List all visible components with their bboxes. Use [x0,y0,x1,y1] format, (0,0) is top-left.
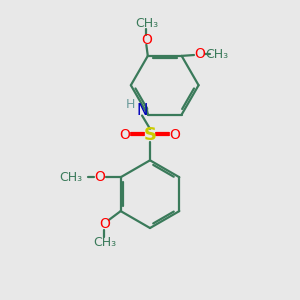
Text: O: O [141,33,152,47]
Text: N: N [137,103,148,118]
Text: H: H [126,98,135,111]
Text: S: S [143,126,157,144]
Text: O: O [94,170,106,184]
Text: CH₃: CH₃ [59,171,83,184]
Text: CH₃: CH₃ [205,48,228,61]
Text: O: O [99,217,110,231]
Text: O: O [119,128,130,142]
Text: CH₃: CH₃ [93,236,116,248]
Text: O: O [194,47,205,61]
Text: CH₃: CH₃ [135,17,158,30]
Text: O: O [169,128,181,142]
